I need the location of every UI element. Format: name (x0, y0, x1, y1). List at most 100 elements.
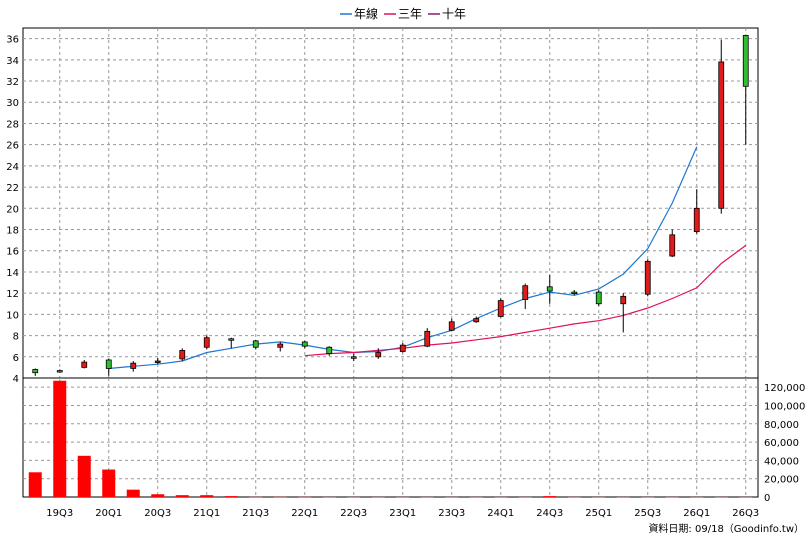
volume-bar (469, 496, 483, 498)
x-tick-label: 20Q3 (144, 508, 171, 519)
candle-body (742, 35, 749, 87)
price-tick-label: 18 (6, 226, 19, 237)
volume-bar (151, 494, 165, 497)
volume-bar (567, 496, 581, 498)
volume-grid (23, 378, 758, 497)
volume-bar (616, 496, 630, 498)
price-panel (22, 27, 759, 379)
x-tick-label: 25Q1 (585, 508, 612, 519)
price-tick-label: 14 (6, 268, 19, 279)
volume-bar (371, 496, 385, 498)
candle-body (644, 260, 651, 295)
x-tick-label: 26Q1 (683, 508, 710, 519)
volume-bar (494, 496, 508, 498)
candle-body (56, 370, 63, 373)
volume-tick-label: 60,000 (764, 438, 799, 449)
price-tick-label: 32 (6, 77, 19, 88)
candle-body (448, 321, 455, 331)
volume-bar (347, 496, 361, 498)
candle-body (595, 291, 602, 305)
volume-bar (249, 496, 263, 498)
volume-bar (102, 469, 116, 497)
candle-body (154, 360, 161, 363)
volume-bar (224, 496, 238, 497)
legend-label: 年線 (354, 6, 378, 21)
volume-tick-label: 80,000 (764, 420, 799, 431)
volume-bar (298, 496, 312, 498)
candle-body (252, 340, 259, 348)
candle-body (620, 295, 627, 305)
volume-bar (739, 496, 753, 498)
volume-bar (53, 380, 67, 497)
volume-tick-label: 40,000 (764, 456, 799, 467)
chart-legend: 年線 三年 十年 (340, 6, 466, 21)
x-tick-label: 26Q3 (732, 508, 759, 519)
candle-body (693, 207, 700, 233)
candle-body (32, 369, 39, 374)
price-tick-label: 30 (6, 98, 19, 109)
candle-body (277, 343, 284, 348)
candle-body (669, 234, 676, 257)
volume-bar (420, 496, 434, 498)
candle-body (326, 346, 333, 355)
price-tick-label: 24 (6, 162, 19, 173)
candle-body (571, 291, 578, 294)
price-tick-label: 16 (6, 247, 19, 258)
candle-body (375, 352, 382, 358)
candle-body (179, 350, 186, 360)
candle-body (497, 300, 504, 317)
volume-bar (518, 496, 532, 498)
volume-panel (22, 377, 759, 498)
candle-body (81, 361, 88, 368)
price-tick-label: 28 (6, 119, 19, 130)
x-tick-label: 22Q3 (340, 508, 367, 519)
x-tick-label: 24Q3 (536, 508, 563, 519)
volume-bar (714, 496, 728, 498)
x-tick-label: 25Q3 (634, 508, 661, 519)
price-tick-label: 4 (13, 374, 19, 385)
volume-bar (28, 472, 42, 497)
candle-body (301, 341, 308, 347)
volume-bar (77, 455, 91, 497)
candle-body (424, 330, 431, 347)
candle-body (130, 362, 137, 369)
volume-bar (543, 496, 557, 497)
x-tick-label: 20Q1 (95, 508, 122, 519)
volume-tick-label: 20,000 (764, 475, 799, 486)
legend-label: 十年 (442, 7, 466, 21)
volume-axis: 0 20,000 40,000 60,000 80,000 100,000 120,000 (764, 383, 805, 504)
candles (32, 35, 749, 376)
price-tick-label: 12 (6, 289, 19, 300)
volume-bar (126, 489, 140, 497)
volume-bar (175, 495, 189, 497)
price-tick-label: 6 (13, 353, 19, 364)
volume-bars (28, 380, 753, 498)
volume-bar (665, 496, 679, 498)
candle-body (522, 285, 529, 300)
volume-bar (396, 496, 410, 498)
volume-bar (690, 496, 704, 498)
volume-bar (200, 495, 214, 497)
volume-tick-label: 100,000 (764, 401, 805, 412)
source-note: 資料日期: 09/18（Goodinfo.tw） (648, 522, 804, 535)
x-tick-label: 21Q1 (193, 508, 220, 519)
x-tick-label: 22Q1 (291, 508, 318, 519)
price-axis: 4 6 8 10 12 14 16 18 20 22 24 26 28 30 32 34 36 (6, 35, 19, 385)
price-tick-label: 20 (6, 204, 19, 215)
volume-bar (445, 496, 459, 498)
x-tick-label: 24Q1 (487, 508, 514, 519)
legend-label: 三年 (398, 7, 422, 21)
candle-body (105, 359, 112, 369)
volume-tick-label: 0 (764, 493, 770, 504)
candle-body (473, 318, 480, 323)
candle-body (228, 338, 235, 341)
volume-bar (273, 496, 287, 498)
volume-bar (641, 496, 655, 498)
volume-bar (322, 496, 336, 498)
x-tick-label: 21Q3 (242, 508, 269, 519)
price-grid (23, 28, 758, 378)
volume-bar (592, 496, 606, 498)
price-tick-label: 8 (13, 332, 19, 343)
price-tick-label: 22 (6, 183, 19, 194)
